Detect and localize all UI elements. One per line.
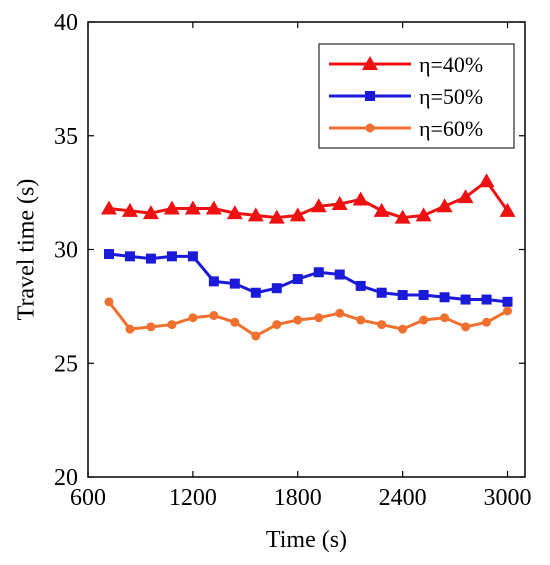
data-point xyxy=(331,196,348,210)
y-axis-title: Travel time (s) xyxy=(14,179,40,321)
data-point xyxy=(478,173,495,188)
data-point xyxy=(373,202,390,217)
data-point xyxy=(440,313,450,323)
data-point xyxy=(502,296,513,307)
data-point xyxy=(188,313,198,323)
data-point xyxy=(436,198,453,213)
legend-entry: η=60% xyxy=(329,116,483,141)
legend-marker xyxy=(365,123,375,133)
data-point xyxy=(314,313,324,323)
legend-entry: η=50% xyxy=(329,84,483,109)
data-point xyxy=(503,306,513,316)
data-point xyxy=(268,209,285,224)
data-point xyxy=(481,294,492,305)
data-point xyxy=(229,278,240,289)
data-point xyxy=(292,274,303,285)
x-tick-label: 2400 xyxy=(379,485,427,511)
data-point xyxy=(310,198,327,213)
x-tick-label: 3000 xyxy=(484,485,532,511)
data-point xyxy=(397,290,408,300)
y-tick-label: 25 xyxy=(54,351,78,377)
data-point xyxy=(146,322,156,332)
data-point xyxy=(145,253,156,264)
data-point xyxy=(355,280,366,291)
data-point xyxy=(167,320,177,330)
data-point xyxy=(187,251,198,262)
data-point xyxy=(271,283,282,294)
x-axis-title: Time (s) xyxy=(266,527,347,553)
legend-marker xyxy=(362,56,378,70)
data-point xyxy=(356,315,366,325)
data-point xyxy=(461,322,471,332)
y-tick-label: 40 xyxy=(54,10,78,36)
data-point xyxy=(439,292,450,303)
series-1 xyxy=(100,173,516,224)
y-tick-label: 35 xyxy=(54,124,78,150)
data-point xyxy=(398,324,408,334)
legend-label: η=50% xyxy=(419,84,483,109)
legend-entry: η=40% xyxy=(329,52,483,77)
data-point xyxy=(251,331,261,341)
data-point xyxy=(100,200,117,215)
ticks-layer: 600 1200 1800 2400 3000 20 25 30 35 40 xyxy=(54,10,532,511)
data-point xyxy=(334,269,345,280)
data-point xyxy=(377,320,387,330)
series-3 xyxy=(104,297,513,341)
data-point xyxy=(460,294,471,305)
data-point xyxy=(272,320,282,330)
series-2 xyxy=(103,249,513,307)
data-point xyxy=(482,317,492,327)
data-point xyxy=(208,276,219,287)
data-point xyxy=(226,205,243,220)
data-point xyxy=(142,205,159,220)
data-point xyxy=(205,200,222,215)
data-point xyxy=(394,209,411,224)
data-point xyxy=(335,308,345,318)
x-tick-label: 1800 xyxy=(274,485,322,511)
data-point xyxy=(499,202,516,217)
data-point xyxy=(247,207,264,222)
data-point xyxy=(104,297,114,307)
data-point xyxy=(121,202,138,217)
data-point xyxy=(103,249,114,260)
data-point xyxy=(376,287,387,298)
data-point xyxy=(184,200,201,215)
data-point xyxy=(419,315,429,325)
y-tick-label: 30 xyxy=(54,238,78,264)
data-point xyxy=(418,290,429,300)
legend-label: η=60% xyxy=(419,116,483,141)
data-point xyxy=(293,315,303,325)
data-point xyxy=(125,324,135,334)
legend-label: η=40% xyxy=(419,52,483,77)
data-point xyxy=(230,317,240,327)
plot-layer xyxy=(100,173,516,341)
legend-marker xyxy=(365,91,375,101)
data-point xyxy=(457,189,474,204)
x-tick-label: 1200 xyxy=(169,485,217,511)
x-tick-label: 600 xyxy=(70,485,106,511)
data-point xyxy=(250,287,261,298)
y-tick-label: 20 xyxy=(54,465,78,491)
data-point xyxy=(415,207,432,222)
data-point xyxy=(352,191,369,206)
legend: η=40% η=50% η=60% xyxy=(318,43,515,149)
data-point xyxy=(163,200,180,215)
data-point xyxy=(166,251,177,262)
data-point xyxy=(289,207,306,222)
data-point xyxy=(124,251,135,262)
data-point xyxy=(209,310,219,320)
data-point xyxy=(313,267,324,278)
